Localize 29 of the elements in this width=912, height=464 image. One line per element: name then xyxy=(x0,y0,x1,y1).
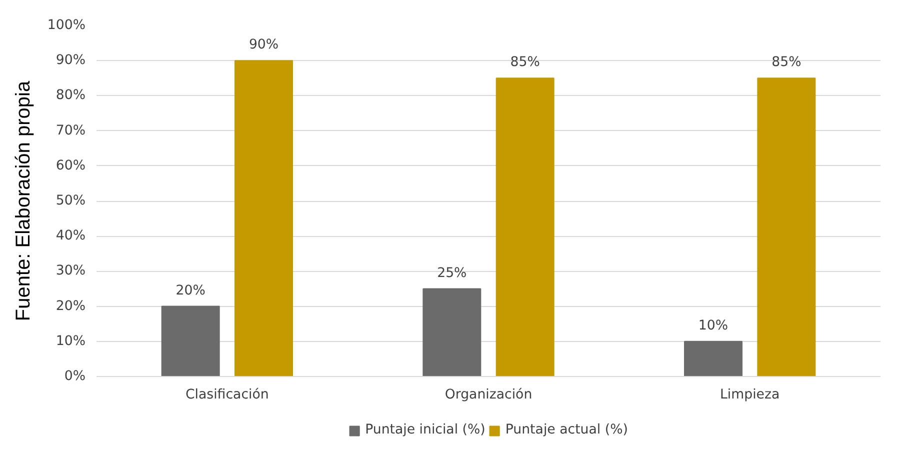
legend-label: Puntaje inicial (%) xyxy=(365,422,486,438)
y-tick-label: 10% xyxy=(56,334,86,349)
data-label: 25% xyxy=(437,266,467,281)
bar xyxy=(161,306,220,376)
y-tick-label: 90% xyxy=(56,53,86,68)
source-note: Fuente: Elaboración propia xyxy=(12,80,34,322)
y-tick-label: 80% xyxy=(56,88,86,104)
x-tick-label: Organización xyxy=(444,388,532,402)
y-tick-label: 100% xyxy=(47,18,86,33)
y-tick-label: 0% xyxy=(64,369,86,384)
y-tick-label: 40% xyxy=(56,228,86,244)
x-tick-label: Limpieza xyxy=(720,388,780,402)
y-tick-label: 20% xyxy=(56,298,86,314)
bar xyxy=(234,60,293,376)
data-label: 90% xyxy=(248,38,279,53)
bar xyxy=(496,78,554,376)
y-tick-label: 60% xyxy=(56,158,86,174)
data-label: 10% xyxy=(698,318,728,334)
data-label: 85% xyxy=(772,55,802,70)
x-tick-label: Clasificación xyxy=(185,388,269,402)
bar xyxy=(757,78,816,376)
legend-label: Puntaje actual (%) xyxy=(505,422,628,438)
y-tick-label: 30% xyxy=(56,264,86,279)
y-tick-label: 70% xyxy=(56,123,86,138)
bar xyxy=(684,340,742,376)
data-label: 20% xyxy=(176,283,206,298)
data-label: 85% xyxy=(510,55,540,70)
y-tick-label: 50% xyxy=(56,194,86,208)
bar xyxy=(422,288,482,376)
